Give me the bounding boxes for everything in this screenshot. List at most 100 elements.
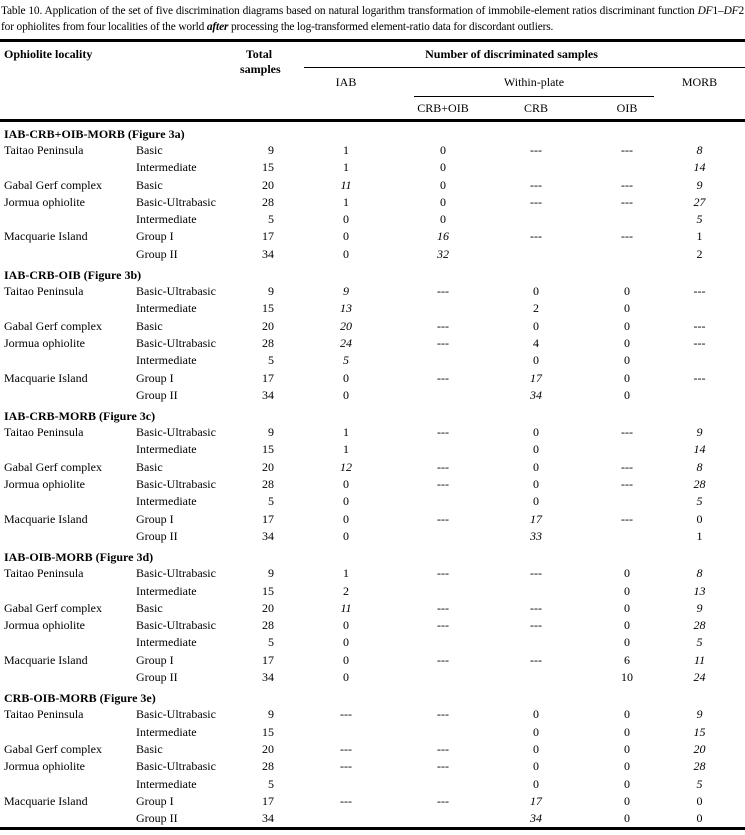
data-row: Gabal Gerf complex Basic 20 20 --- 0 0 --- bbox=[0, 318, 745, 335]
cell-locality: Taitao Peninsula bbox=[4, 284, 84, 299]
cell-crb-oib bbox=[414, 528, 472, 545]
data-row: Intermediate 15 2 0 13 bbox=[0, 583, 745, 600]
cell-crb-oib bbox=[414, 387, 472, 404]
table-body: IAB-CRB+OIB-MORB (Figure 3a) Taitao Penin… bbox=[0, 122, 745, 827]
cell-locality: Jormua ophiolite bbox=[4, 477, 85, 492]
header-crb-oib: CRB+OIB bbox=[417, 100, 469, 115]
cell-rock-type: Intermediate bbox=[136, 160, 197, 175]
cell-crb: --- bbox=[530, 566, 542, 581]
cell-oib bbox=[600, 246, 654, 263]
caption-part-3: processing the log-transformed element-r… bbox=[228, 20, 554, 33]
data-row: Intermediate 5 0 0 5 bbox=[0, 493, 745, 510]
cell-crb-oib: --- bbox=[437, 335, 449, 350]
section-row: IAB-OIB-MORB (Figure 3d) bbox=[0, 545, 745, 565]
cell-total-samples: 34 bbox=[262, 528, 274, 543]
cell-iab: 0 bbox=[343, 477, 349, 492]
cell-crb-oib: 32 bbox=[437, 246, 449, 261]
cell-rock-type: Group I bbox=[136, 370, 174, 385]
cell-crb: 0 bbox=[533, 776, 539, 791]
cell-morb: 20 bbox=[693, 741, 706, 756]
cell-rock-type: Basic-Ultrabasic bbox=[136, 566, 216, 581]
cell-iab: 20 bbox=[340, 318, 352, 333]
cell-crb: --- bbox=[530, 652, 542, 667]
cell-rock-type: Basic-Ultrabasic bbox=[136, 284, 216, 299]
caption-part-2: for ophiolites from four localities of t… bbox=[1, 20, 207, 33]
cell-total-samples: 5 bbox=[268, 776, 274, 791]
cell-locality: Gabal Gerf complex bbox=[4, 600, 102, 615]
data-row: Gabal Gerf complex Basic 20 11 0 --- --- 9 bbox=[0, 177, 745, 194]
cell-locality bbox=[0, 211, 130, 228]
section-row: IAB-CRB-MORB (Figure 3c) bbox=[0, 404, 745, 424]
cell-total-samples: 28 bbox=[262, 618, 274, 633]
cell-morb bbox=[654, 300, 745, 317]
cell-crb bbox=[472, 634, 600, 651]
cell-crb bbox=[472, 669, 600, 686]
cell-iab: 12 bbox=[340, 459, 352, 474]
cell-total-samples: 28 bbox=[262, 335, 274, 350]
cell-crb: 34 bbox=[530, 387, 542, 402]
header-morb-spacer bbox=[654, 97, 745, 119]
cell-crb-oib bbox=[414, 776, 472, 793]
cell-rock-type: Basic bbox=[136, 177, 163, 192]
cell-morb: 1 bbox=[696, 229, 703, 244]
cell-total-samples: 17 bbox=[262, 229, 274, 244]
cell-morb bbox=[654, 352, 745, 369]
cell-morb: 15 bbox=[693, 724, 706, 739]
cell-rock-type: Basic bbox=[136, 459, 163, 474]
cell-morb: 11 bbox=[694, 652, 706, 667]
data-row: Group II 34 34 0 0 bbox=[0, 810, 745, 827]
cell-oib bbox=[600, 211, 654, 228]
cell-total-samples: 5 bbox=[268, 635, 274, 650]
column-header-table: Ophiolite locality Total samples Number o… bbox=[0, 42, 745, 119]
cell-total-samples: 5 bbox=[268, 353, 274, 368]
cell-locality bbox=[0, 387, 130, 404]
cell-morb: 9 bbox=[696, 707, 703, 722]
cell-oib: --- bbox=[621, 229, 633, 244]
cell-oib: 0 bbox=[624, 707, 630, 722]
cell-rock-type: Intermediate bbox=[136, 442, 197, 457]
cell-oib: --- bbox=[621, 194, 633, 209]
cell-rock-type: Basic-Ultrabasic bbox=[136, 425, 216, 440]
cell-crb-oib: --- bbox=[437, 459, 449, 474]
cell-crb: --- bbox=[530, 177, 542, 192]
cell-rock-type: Intermediate bbox=[136, 494, 197, 509]
header-within-plate: Within-plate bbox=[414, 68, 654, 97]
cell-crb-oib bbox=[414, 441, 472, 458]
header-number-discriminated-label: Number of discriminated samples bbox=[425, 47, 598, 61]
cell-rock-type: Group II bbox=[136, 387, 178, 402]
cell-locality: Jormua ophiolite bbox=[4, 618, 85, 633]
header-row-3: CRB+OIB CRB OIB bbox=[0, 97, 745, 119]
cell-total-samples: 28 bbox=[262, 759, 274, 774]
cell-crb-oib: --- bbox=[437, 318, 449, 333]
cell-locality: Gabal Gerf complex bbox=[4, 318, 102, 333]
cell-total-samples: 20 bbox=[262, 318, 274, 333]
cell-rock-type: Group II bbox=[136, 528, 178, 543]
cell-oib: --- bbox=[621, 511, 633, 526]
cell-crb bbox=[472, 246, 600, 263]
discriminated-group-rule: Number of discriminated samples bbox=[304, 42, 745, 68]
cell-crb-oib: 0 bbox=[440, 160, 446, 175]
data-row: Intermediate 5 0 0 5 bbox=[0, 776, 745, 793]
cell-locality: Gabal Gerf complex bbox=[4, 177, 102, 192]
cell-total-samples: 17 bbox=[262, 652, 274, 667]
cell-morb: 28 bbox=[693, 477, 706, 492]
cell-iab bbox=[278, 724, 414, 741]
header-row-1: Ophiolite locality Total samples Number o… bbox=[0, 42, 745, 76]
cell-crb: 0 bbox=[533, 459, 539, 474]
cell-morb: --- bbox=[693, 318, 706, 333]
cell-crb-oib bbox=[414, 634, 472, 651]
data-row: Macquarie Island Group I 17 --- --- 17 0 0 bbox=[0, 793, 745, 810]
cell-iab: 0 bbox=[343, 494, 349, 509]
cell-iab: --- bbox=[340, 793, 352, 808]
header-iab-spacer bbox=[278, 97, 414, 119]
cell-oib: 0 bbox=[624, 387, 630, 402]
cell-rock-type: Intermediate bbox=[136, 301, 197, 316]
cell-morb: 14 bbox=[693, 442, 706, 457]
caption-df1-number: 1– bbox=[712, 5, 724, 17]
caption-df2-number: 2 bbox=[738, 5, 744, 17]
header-morb: MORB bbox=[681, 75, 718, 89]
cell-crb: 4 bbox=[533, 335, 539, 350]
cell-oib: 0 bbox=[624, 635, 630, 650]
caption-part-1: Table 10. Application of the set of five… bbox=[1, 5, 698, 17]
cell-rock-type: Basic-Ultrabasic bbox=[136, 618, 216, 633]
